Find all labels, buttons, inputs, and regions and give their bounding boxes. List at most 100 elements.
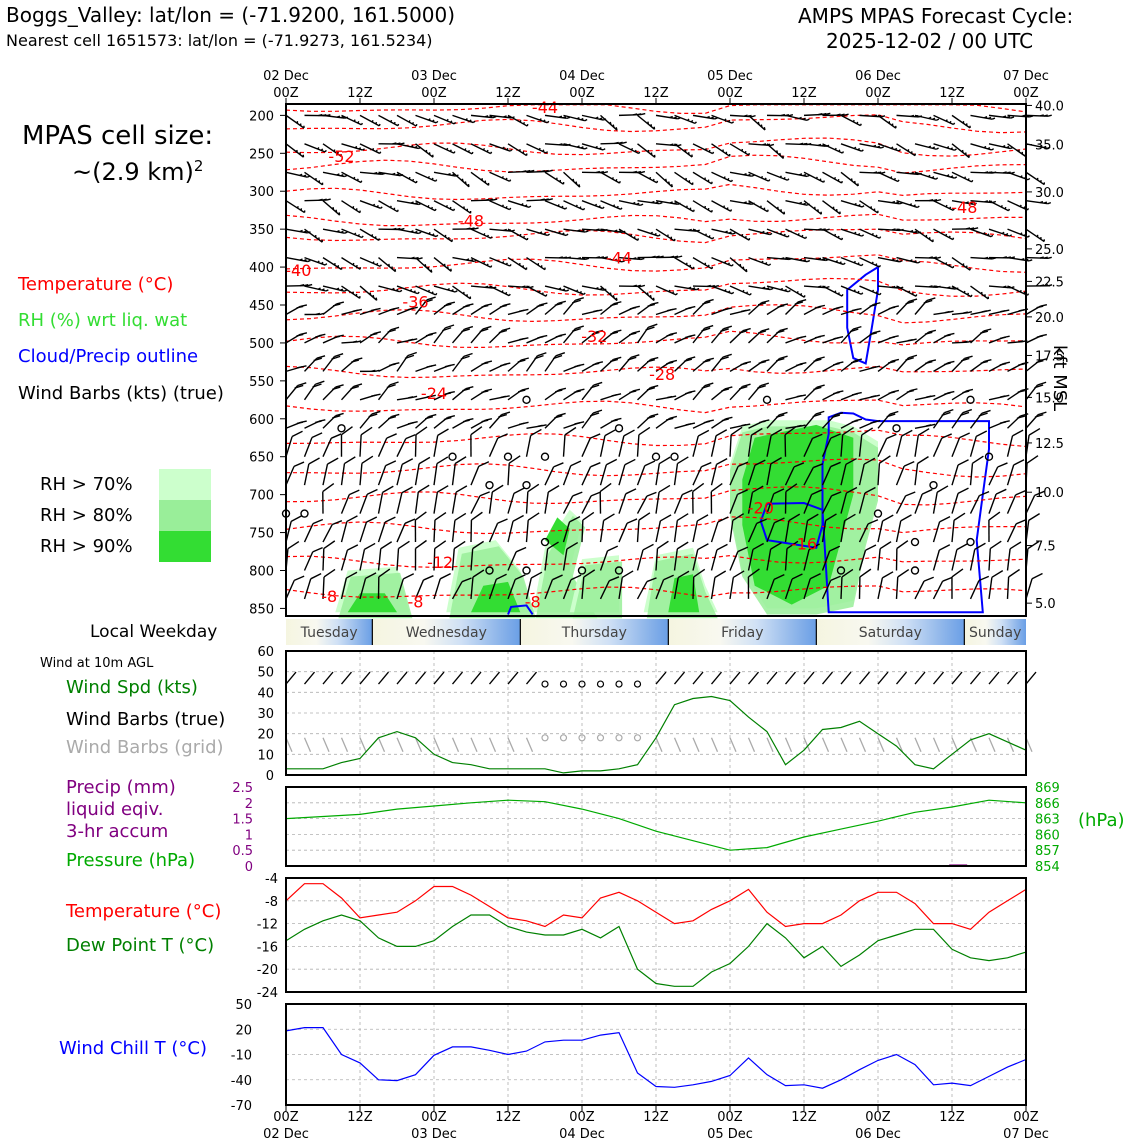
wind-barb-flag — [891, 200, 896, 204]
wind-barb-shaft — [766, 579, 775, 600]
wind-barb-flag — [410, 201, 414, 204]
wind-barb-flag — [454, 456, 467, 465]
temperature-contour-label: -44 — [532, 98, 558, 117]
wind-barb-flag — [418, 456, 431, 465]
wind-barb-flag — [741, 423, 747, 427]
wind-barb-flag — [910, 114, 915, 118]
wind-barb-flag — [760, 382, 770, 387]
wind-barb-flag — [924, 331, 933, 335]
wind-barb-shaft — [803, 494, 813, 514]
wind-barb-shaft — [507, 493, 515, 514]
legend-wind-barbs: Wind Barbs (kts) (true) — [18, 383, 224, 404]
wind-barb-shaft — [914, 435, 919, 457]
wind-barb-shaft — [969, 549, 976, 571]
wind-barb-flag — [895, 259, 899, 262]
wind-barb-shaft — [526, 285, 547, 297]
wind-barb-flag — [652, 297, 655, 301]
wind-barb-shaft — [673, 494, 683, 514]
wind-barb-flag — [669, 115, 673, 119]
wind-barb-flag — [558, 143, 563, 146]
wind-barb-flag — [832, 362, 840, 366]
wind-barb-flag — [669, 255, 675, 258]
wind-barb-flag — [299, 284, 305, 287]
wind-barb-flag — [365, 572, 377, 580]
rh-90-label: RH > 90% — [40, 536, 133, 557]
wind-barb-flag — [474, 227, 479, 230]
wind-barb-flag — [299, 173, 303, 176]
wind-barb-shaft — [377, 492, 384, 514]
wind-barb-flag — [766, 209, 769, 212]
wind-barb-shaft — [359, 285, 378, 301]
wind10-barb — [322, 671, 334, 685]
wind-barb-shaft — [636, 581, 648, 600]
wind-barb-flag — [602, 206, 605, 209]
wind-barb-shaft — [951, 285, 972, 298]
pressure-tick-label: 450 — [249, 299, 274, 314]
height-tick-label: 30.0 — [1035, 186, 1064, 201]
wind-barb-flag — [446, 118, 449, 122]
wind-barb-flag — [434, 540, 447, 550]
legend-cloud-outline: Cloud/Precip outline — [18, 346, 199, 367]
rh90-swatch — [159, 531, 211, 562]
wind-barb-flag — [943, 334, 951, 338]
wind-barb-flag — [743, 201, 747, 204]
precip-label-3: 3-hr accum — [66, 821, 169, 842]
wind-barb-flag — [612, 204, 616, 207]
wind-barb-flag — [517, 359, 526, 363]
wind-barb-flag — [614, 141, 619, 145]
wind-grid-barb — [1006, 737, 1015, 753]
temperature-line — [285, 883, 1027, 930]
wind-barb-shaft — [581, 577, 585, 599]
wind-barb-flag — [727, 177, 730, 181]
wind-barb-flag — [708, 149, 711, 153]
wind-barb-flag — [962, 408, 973, 414]
wind-barb-flag — [812, 433, 823, 439]
wind-barb-flag — [461, 178, 464, 182]
wind-barb-flag — [666, 308, 673, 312]
wind-barb-flag — [830, 575, 841, 581]
temperature-isotherm — [285, 154, 1027, 174]
wind-barb-shaft — [303, 551, 314, 571]
wind-barb-flag — [981, 310, 987, 313]
wind-barb-flag — [431, 291, 434, 294]
wind-barb-flag — [657, 234, 661, 237]
wind-barb-flag — [650, 356, 659, 361]
wind-ytick-label: 20 — [257, 728, 274, 743]
temperature-isotherm — [285, 399, 1027, 414]
wind-barb-shaft — [433, 435, 439, 457]
wind-barb-flag — [530, 428, 542, 437]
wind-barb-flag — [326, 198, 331, 201]
wind-barb-flag — [566, 541, 579, 550]
wind-barb-flag — [796, 394, 803, 398]
wind-barb-flag — [845, 457, 857, 465]
temperature-isotherm — [285, 330, 1027, 349]
wind-ytick-label: 40 — [257, 686, 274, 701]
wind-barb-flag — [939, 544, 951, 551]
wind-barb-flag — [913, 260, 917, 263]
wind-barb-flag — [391, 413, 400, 418]
wind-barb-shaft — [433, 257, 452, 272]
wind-barb-flag — [722, 353, 732, 358]
wind-barb-flag — [891, 228, 896, 231]
wind-barb-flag — [603, 513, 615, 522]
pressure-panel-frame — [285, 786, 1027, 867]
temperature-isotherm — [285, 228, 1027, 244]
wind-barb-shaft — [637, 285, 655, 302]
pressure-tick-label: 300 — [249, 185, 274, 200]
wind-barb-flag — [788, 513, 801, 522]
wind-barb-shaft — [748, 114, 766, 131]
wind-barb-flag — [852, 119, 855, 123]
wind-barb-flag — [1000, 309, 1006, 313]
wind-barb-flag — [1002, 256, 1008, 259]
wind-barb-shaft — [599, 580, 610, 600]
wind-barb-shaft — [581, 520, 584, 543]
wind-barb-flag — [508, 293, 511, 297]
wind-barb-flag — [501, 411, 511, 416]
wind-barb-shaft — [821, 466, 832, 486]
rh90-region — [668, 574, 700, 613]
temperature-contour-label: -16 — [791, 535, 817, 554]
wind-barb-flag — [685, 423, 692, 426]
wind10-barb — [489, 671, 500, 685]
wind-barb-flag — [518, 389, 526, 393]
wind-barb-flag — [296, 305, 304, 309]
